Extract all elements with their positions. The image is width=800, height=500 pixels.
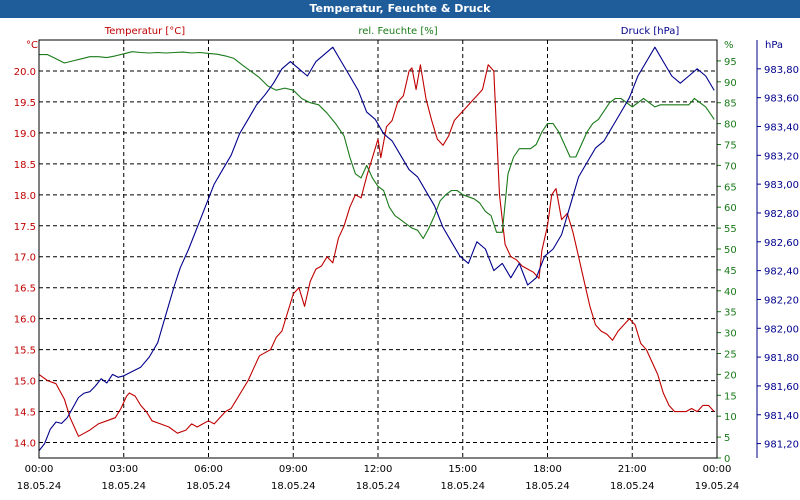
- x-tick-time: 12:00: [364, 464, 393, 475]
- x-tick-date: 18.05.24: [271, 481, 316, 492]
- humidity-tick-label: 65: [724, 182, 737, 193]
- pressure-unit-label: hPa: [765, 40, 783, 51]
- humidity-tick-label: 55: [724, 224, 737, 235]
- chart: °C Temperatur [°C] rel. Feuchte [%] % Dr…: [14, 26, 799, 492]
- pressure-tick-label: 983,00: [764, 180, 799, 191]
- temperature-tick-label: 19.0: [14, 129, 36, 140]
- series-lines: [38, 46, 715, 452]
- tick-labels: 00:00 18.05.24 03:00 18.05.24 06:00 18.05.24 0…: [14, 40, 799, 492]
- temperature-tick-label: 14.5: [14, 408, 36, 419]
- x-tick-time: 09:00: [279, 464, 308, 475]
- temperature-tick-label: 15.0: [14, 377, 36, 388]
- humidity-tick-label: 70: [724, 161, 737, 172]
- humidity-tick-label: 10: [724, 412, 737, 423]
- x-tick-date: 19.05.24: [695, 481, 740, 492]
- x-tick-date: 18.05.24: [610, 481, 655, 492]
- humidity-tick-label: 85: [724, 99, 737, 110]
- temperature-tick-label: 17.0: [14, 253, 36, 264]
- x-tick-time: 00:00: [25, 464, 54, 475]
- pressure-tick-label: 981,20: [764, 440, 799, 451]
- humidity-tick-label: 15: [724, 391, 737, 402]
- plot-frame: [38, 39, 718, 459]
- humidity-tick-label: 60: [724, 203, 737, 214]
- humidity-axis-label: rel. Feuchte [%]: [358, 26, 437, 37]
- x-tick-time: 21:00: [618, 464, 647, 475]
- humidity-tick-label: 50: [724, 245, 737, 256]
- temperature-tick-label: 20.0: [14, 67, 36, 78]
- humidity-tick-label: 95: [724, 57, 737, 68]
- humidity-tick-label: 0: [724, 454, 730, 465]
- pressure-tick-label: 983,20: [764, 151, 799, 162]
- temperature-tick-label: 16.0: [14, 315, 36, 326]
- humidity-tick-label: 90: [724, 78, 737, 89]
- chart-title: Temperatur, Feuchte & Druck: [0, 0, 800, 18]
- humidity-unit-label: %: [724, 40, 734, 51]
- pressure-tick-label: 982,60: [764, 238, 799, 249]
- temperature-tick-label: 19.5: [14, 98, 36, 109]
- humidity-tick-label: 45: [724, 266, 737, 277]
- temperature-tick-label: 18.5: [14, 160, 36, 171]
- grid: [39, 40, 717, 458]
- x-tick-time: 00:00: [703, 464, 732, 475]
- x-tick-date: 18.05.24: [186, 481, 231, 492]
- humidity-tick-label: 80: [724, 120, 737, 131]
- pressure-tick-label: 983,40: [764, 122, 799, 133]
- pressure-tick-label: 982,80: [764, 209, 799, 220]
- humidity-tick-label: 30: [724, 329, 737, 340]
- pressure-tick-label: 981,60: [764, 382, 799, 393]
- temperature-tick-label: 18.0: [14, 191, 36, 202]
- pressure-tick-label: 983,60: [764, 94, 799, 105]
- x-tick-date: 18.05.24: [356, 481, 401, 492]
- temperature-axis-label: Temperatur [°C]: [104, 26, 185, 37]
- humidity-tick-label: 75: [724, 141, 737, 152]
- temperature-tick-label: 17.5: [14, 222, 36, 233]
- x-tick-time: 18:00: [533, 464, 562, 475]
- x-tick-date: 18.05.24: [440, 481, 485, 492]
- pressure-tick-label: 981,40: [764, 411, 799, 422]
- pressure-tick-label: 983,80: [764, 65, 799, 76]
- temperature-tick-label: 14.0: [14, 439, 36, 450]
- humidity-series-line: [39, 51, 715, 240]
- temperature-tick-label: 15.5: [14, 346, 36, 357]
- pressure-tick-label: 981,80: [764, 353, 799, 364]
- x-tick-date: 18.05.24: [101, 481, 146, 492]
- x-tick-time: 06:00: [194, 464, 223, 475]
- x-tick-time: 15:00: [448, 464, 477, 475]
- pressure-axis-label: Druck [hPa]: [621, 26, 680, 37]
- humidity-tick-label: 25: [724, 350, 737, 361]
- x-tick-time: 03:00: [109, 464, 138, 475]
- temperature-series-line: [38, 64, 715, 437]
- temperature-tick-label: 16.5: [14, 284, 36, 295]
- humidity-tick-label: 35: [724, 308, 737, 319]
- pressure-series-line: [38, 46, 715, 452]
- humidity-tick-label: 20: [724, 370, 737, 381]
- temperature-unit-label: °C: [26, 40, 38, 51]
- axis-labels: °C Temperatur [°C] rel. Feuchte [%] % Dr…: [26, 26, 783, 51]
- humidity-tick-label: 5: [724, 433, 730, 444]
- pressure-tick-label: 982,40: [764, 267, 799, 278]
- x-tick-date: 18.05.24: [17, 481, 62, 492]
- humidity-tick-label: 40: [724, 287, 737, 298]
- x-tick-date: 18.05.24: [525, 481, 570, 492]
- pressure-tick-label: 982,00: [764, 324, 799, 335]
- pressure-tick-label: 982,20: [764, 295, 799, 306]
